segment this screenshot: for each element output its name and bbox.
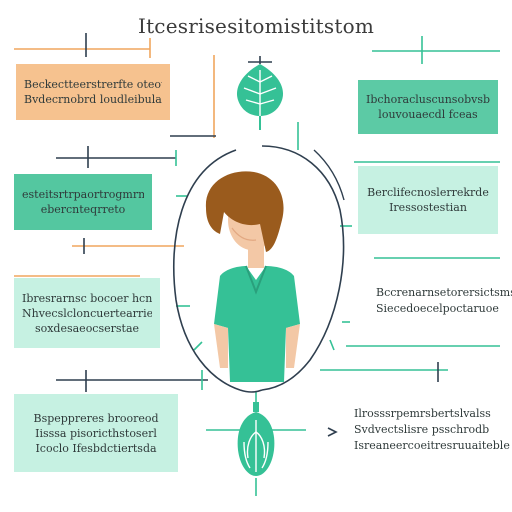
box-line: soxdesaeocserstae bbox=[34, 321, 140, 335]
box-line: Nhvecslcloncuertearrie bbox=[22, 306, 152, 320]
box-line: Bvdecrnobrd loudleibulaa bbox=[24, 93, 162, 106]
box-line: Iressostestian bbox=[389, 201, 467, 214]
box-line: esteitsrtrpaortrogmrms bbox=[22, 188, 144, 201]
box-line: Bspeppreres brooreod bbox=[33, 411, 159, 425]
box-line: Berclifecnoslerrekrde bbox=[367, 186, 489, 199]
info-box-lightteal-left: Ibresrarnsc bocoer hcnne Nhvecslcloncuer… bbox=[14, 278, 160, 348]
info-box-orange-top-left: Beckectteerstrerfte oteotseta Bvdecrnobr… bbox=[16, 64, 170, 120]
box-line: ebercnteqrreto bbox=[40, 203, 126, 216]
lungs-icon bbox=[237, 402, 275, 476]
box-line: Iisssa pisoricthstoserl bbox=[35, 426, 157, 440]
info-box-lightteal-bottom-left: Bspeppreres brooreod Iisssa pisoricthsto… bbox=[14, 394, 178, 472]
text-line: Svdvectslisre psschrodb bbox=[354, 423, 490, 436]
arrow-right-icon bbox=[327, 427, 338, 437]
text-block-bottom-right: Ilrosssrpemrsbertslvalss Svdvectslisre p… bbox=[354, 406, 510, 454]
leaf-icon bbox=[236, 56, 284, 130]
box-line: Ibresrarnsc bocoer hcnne bbox=[22, 291, 152, 305]
text-block-right: Bccrenarnsetorersictsms Siecedoecelpocta… bbox=[376, 285, 512, 317]
text-line: Bccrenarnsetorersictsms bbox=[376, 286, 512, 299]
info-box-teal-mid-left: esteitsrtrpaortrogmrms ebercnteqrreto bbox=[14, 174, 152, 230]
info-box-lightteal-mid-right: Berclifecnoslerrekrde Iressostestian bbox=[358, 166, 498, 234]
box-line: Ibchoracluscunsobvsbc bbox=[366, 93, 490, 106]
person-illustration bbox=[205, 171, 300, 382]
info-box-teal-top-right: Ibchoracluscunsobvsbc louvouaecdl fceas bbox=[358, 80, 498, 134]
text-line: Ilrosssrpemrsbertslvalss bbox=[354, 407, 491, 420]
box-line: Beckectteerstrerfte oteotseta bbox=[24, 78, 162, 91]
diagram-title: Itcesrisesitomistitstom bbox=[137, 14, 375, 38]
box-line: louvouaecdl fceas bbox=[378, 108, 478, 121]
text-line: Isreaneercoeitresruuaiteble bbox=[354, 439, 510, 452]
text-line: Siecedoecelpoctaruoe bbox=[376, 302, 499, 315]
box-line: Icoclo Ifesbdctiertsda bbox=[35, 441, 157, 455]
